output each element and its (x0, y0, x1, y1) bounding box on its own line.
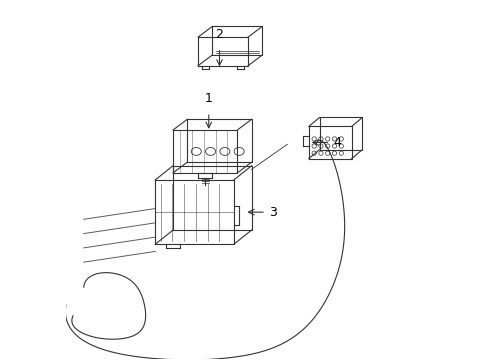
Text: 1: 1 (204, 92, 212, 105)
Text: 2: 2 (215, 28, 223, 41)
Text: 3: 3 (269, 206, 277, 219)
Text: 4: 4 (333, 136, 341, 149)
